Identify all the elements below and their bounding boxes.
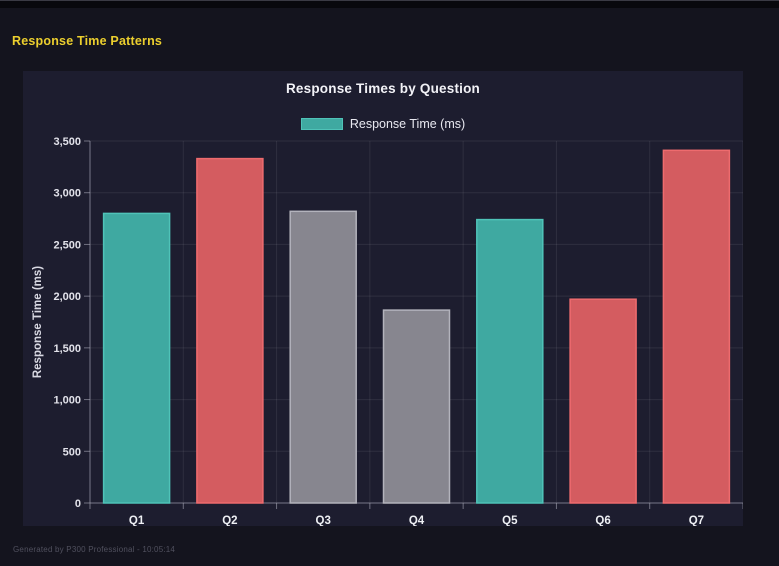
x-tick-label-q1: Q1: [129, 515, 145, 526]
chart-legend[interactable]: Response Time (ms): [23, 117, 743, 131]
y-tick-label: 2,000: [53, 291, 81, 303]
y-tick-label: 0: [75, 498, 81, 510]
bar-q1[interactable]: [102, 212, 171, 504]
y-tick-label: 3,000: [53, 188, 81, 200]
x-tick-label-q3: Q3: [316, 515, 331, 526]
x-tick-label-q4: Q4: [409, 515, 425, 526]
x-tick-label-q2: Q2: [222, 515, 237, 526]
x-tick-label-q5: Q5: [502, 515, 518, 526]
y-tick-label: 3,500: [53, 136, 81, 148]
chart-title: Response Times by Question: [285, 81, 480, 96]
bar-q6[interactable]: [569, 298, 637, 504]
bar-q3[interactable]: [289, 210, 357, 504]
bar-q5[interactable]: [476, 218, 544, 504]
status-footer: Generated by P300 Professional - 10:05:1…: [13, 545, 176, 554]
legend-label: Response Time (ms): [349, 117, 466, 131]
y-tick-label: 500: [63, 446, 81, 458]
y-tick-label: 2,500: [53, 239, 81, 251]
page-title: Response Time Patterns: [12, 34, 163, 48]
y-tick-label: 1,000: [53, 395, 81, 407]
chart-panel: Response Times by Question Response Time…: [23, 71, 744, 527]
chart-canvas: 0 500 1,000 1,500 2,000 2,500 3,000 3,500 Q1 Q2 Q3…: [53, 136, 744, 527]
y-axis-title: Response Time (ms): [32, 265, 44, 379]
legend-swatch-icon: [300, 118, 343, 130]
x-tick-label-q7: Q7: [689, 515, 704, 526]
bar-q4[interactable]: [382, 309, 451, 504]
bar-q7[interactable]: [662, 149, 731, 504]
bar-q2[interactable]: [196, 157, 264, 504]
window-title-bar: [0, 0, 779, 8]
y-tick-label: 1,500: [53, 343, 81, 355]
x-tick-label-q6: Q6: [595, 515, 610, 526]
